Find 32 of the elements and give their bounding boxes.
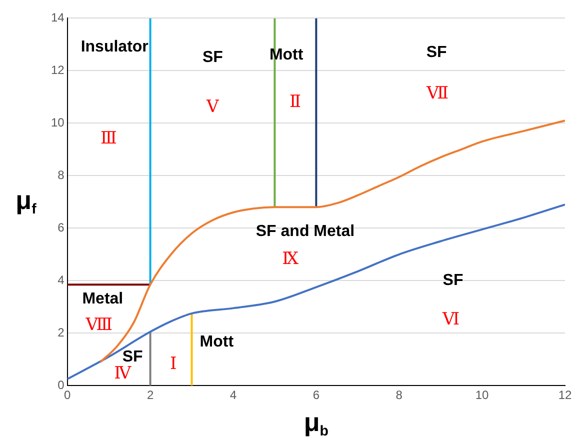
annotation: Metal [82,290,124,308]
annotation: SF [122,348,143,366]
annotation: Mott [200,334,234,351]
annotation: SF [202,48,224,66]
y-tick-label: 14 [50,10,65,25]
annotation: Ⅲ [100,128,117,148]
x-tick-label: 10 [475,388,490,402]
annotation: Ⅵ [441,309,460,330]
y-tick-label: 0 [58,378,65,392]
annotation: Ⅴ [206,96,220,117]
annotation: SF and Metal [256,223,355,240]
annotation: Ⅰ [170,354,177,374]
y-tick-label: 10 [50,115,65,130]
x-tick-label: 12 [558,388,572,402]
annotation: Ⅶ [426,84,449,104]
annotation: Ⅸ [282,249,300,270]
annotation: Ⅷ [84,314,113,335]
x-tick-label: 8 [396,388,403,402]
y-tick-label: 2 [58,325,65,340]
y-tick-label: 4 [58,272,65,287]
x-tick-label: 2 [146,388,154,402]
annotation: Ⅱ [289,92,302,112]
line-series [67,204,565,380]
y-tick-label: 12 [50,63,65,77]
x-tick-label: 6 [312,388,320,402]
annotation: Insulator [80,38,148,56]
annotation: Ⅳ [114,363,132,384]
annotation: SF [426,44,448,61]
y-tick-label: 6 [58,220,65,234]
y-tick-label: 8 [58,168,65,182]
x-tick-label: 4 [230,388,237,402]
annotation: SF [442,272,464,289]
